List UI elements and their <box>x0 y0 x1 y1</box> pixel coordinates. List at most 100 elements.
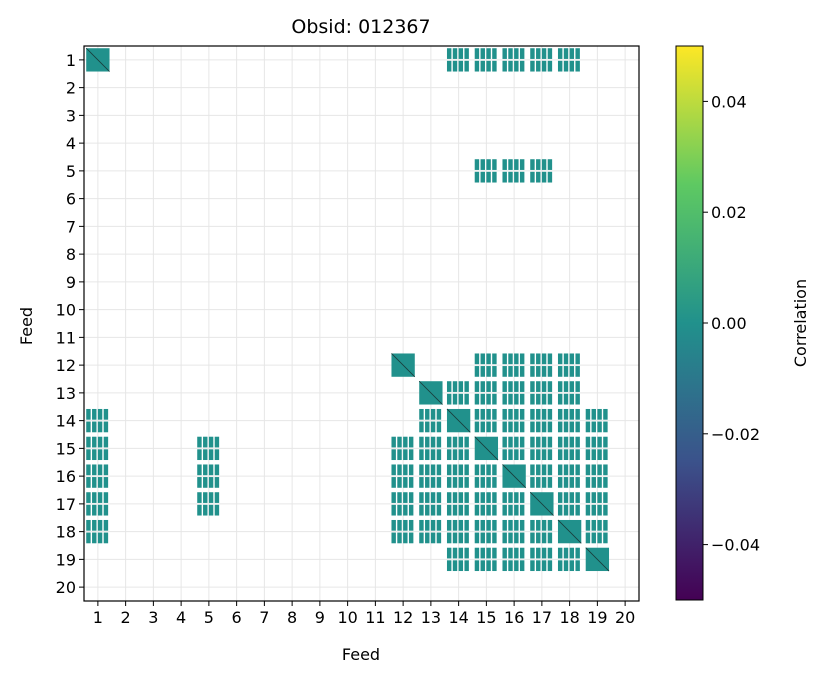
heatmap-cell <box>557 492 580 516</box>
y-tick-label: 11 <box>56 328 76 347</box>
y-tick-label: 6 <box>66 190 76 209</box>
x-axis-label: Feed <box>342 645 380 664</box>
heatmap-cell <box>502 48 525 72</box>
x-tick-label: 5 <box>204 608 214 627</box>
heatmap-cell <box>446 547 469 572</box>
heatmap-cell <box>557 381 580 405</box>
heatmap-cell <box>474 48 497 72</box>
heatmap-cell <box>585 492 608 516</box>
heatmap-cell <box>502 492 525 516</box>
heatmap-cell <box>391 492 414 516</box>
y-tick-label: 14 <box>56 412 76 431</box>
heatmap-cell <box>446 492 469 516</box>
x-tick-label: 7 <box>259 608 269 627</box>
x-tick-label: 14 <box>448 608 468 627</box>
heatmap-cell <box>446 464 469 488</box>
heatmap-cell <box>474 408 497 433</box>
x-tick-label: 11 <box>365 608 385 627</box>
colorbar: 0.04 0.02 0.00 −0.02 −0.04 <box>675 45 760 601</box>
y-tick-label: 19 <box>56 550 76 569</box>
heatmap-cell <box>86 492 109 516</box>
plot-area <box>83 45 640 602</box>
heatmap-cell <box>585 519 608 544</box>
y-tick-label: 16 <box>56 467 76 486</box>
x-tick-label: 3 <box>148 608 158 627</box>
colorbar-tick-label: −0.04 <box>711 536 760 555</box>
heatmap-cell <box>86 464 109 488</box>
heatmap-cell <box>530 159 553 183</box>
y-tick-label: 5 <box>66 162 76 181</box>
heatmap-cell <box>502 408 525 433</box>
heatmap-cell <box>530 408 553 433</box>
heatmap-cell <box>474 436 499 461</box>
heatmap-cell <box>474 492 497 516</box>
heatmap-cell <box>446 408 471 433</box>
heatmap-cell <box>474 159 497 183</box>
heatmap-cell <box>446 436 469 461</box>
y-axis-label: Feed <box>17 307 36 345</box>
heatmap-cell <box>85 47 110 72</box>
plot-frame <box>83 45 640 602</box>
x-tick-label: 8 <box>287 608 297 627</box>
heatmap-cell <box>585 436 608 461</box>
heatmap-cell <box>557 436 580 461</box>
y-tick-label: 3 <box>66 106 76 125</box>
colorbar-tick-label: 0.04 <box>711 92 747 111</box>
y-tick-label: 10 <box>56 301 76 320</box>
colorbar-label: Correlation <box>791 279 810 367</box>
heatmap-cell <box>419 492 442 516</box>
heatmap-cell <box>530 436 553 461</box>
heatmap-cell <box>557 519 582 544</box>
heatmap-cell <box>391 436 414 461</box>
heatmap-cell <box>502 547 525 572</box>
heatmap-cell <box>585 408 608 433</box>
heatmap-cell <box>530 381 553 405</box>
x-tick-label: 2 <box>121 608 131 627</box>
heatmap-cell <box>446 48 469 72</box>
x-tick-label: 1 <box>93 608 103 627</box>
x-tick-label: 19 <box>587 608 607 627</box>
heatmap-cell <box>557 464 580 488</box>
heatmap-cell <box>529 491 554 516</box>
heatmap-cell <box>474 519 497 544</box>
colorbar-tick-label: 0.00 <box>711 314 747 333</box>
heatmap-cell <box>446 381 469 405</box>
x-tick-label: 16 <box>504 608 524 627</box>
heatmap-cell <box>502 519 525 544</box>
x-tick-label: 20 <box>615 608 635 627</box>
y-tick-label: 4 <box>66 134 76 153</box>
x-tick-label: 12 <box>393 608 413 627</box>
y-tick-label: 1 <box>66 51 76 70</box>
heatmap-cell <box>530 48 553 72</box>
heatmap-cell <box>197 464 220 488</box>
y-tick-label: 18 <box>56 523 76 542</box>
heatmap-cell <box>197 436 220 461</box>
heatmap-cell <box>585 547 610 572</box>
heatmap-cell <box>419 408 442 433</box>
heatmap-cell <box>419 464 442 488</box>
heatmap-cell <box>86 436 109 461</box>
y-tick-label: 13 <box>56 384 76 403</box>
heatmap-cell <box>391 353 416 378</box>
heatmap-cell <box>557 353 580 377</box>
y-tick-label: 7 <box>66 217 76 236</box>
x-tick-label: 9 <box>315 608 325 627</box>
heatmap-cell <box>502 464 527 489</box>
heatmap-cell <box>419 436 442 461</box>
y-tick-label: 20 <box>56 578 76 597</box>
x-tick-label: 6 <box>232 608 242 627</box>
y-tick-label: 9 <box>66 273 76 292</box>
heatmap-cell <box>502 381 525 405</box>
heatmap-cell <box>502 159 525 183</box>
heatmap-cell <box>474 547 497 572</box>
heatmap-cell <box>391 519 414 544</box>
heatmap-cell <box>474 353 497 377</box>
heatmap-cell <box>502 353 525 377</box>
x-tick-label: 17 <box>532 608 552 627</box>
colorbar-gradient <box>675 45 704 601</box>
heatmap-cell <box>86 408 109 433</box>
heatmap-cell <box>502 436 525 461</box>
heatmap-cell <box>418 380 443 405</box>
heatmap-cell <box>197 492 220 516</box>
